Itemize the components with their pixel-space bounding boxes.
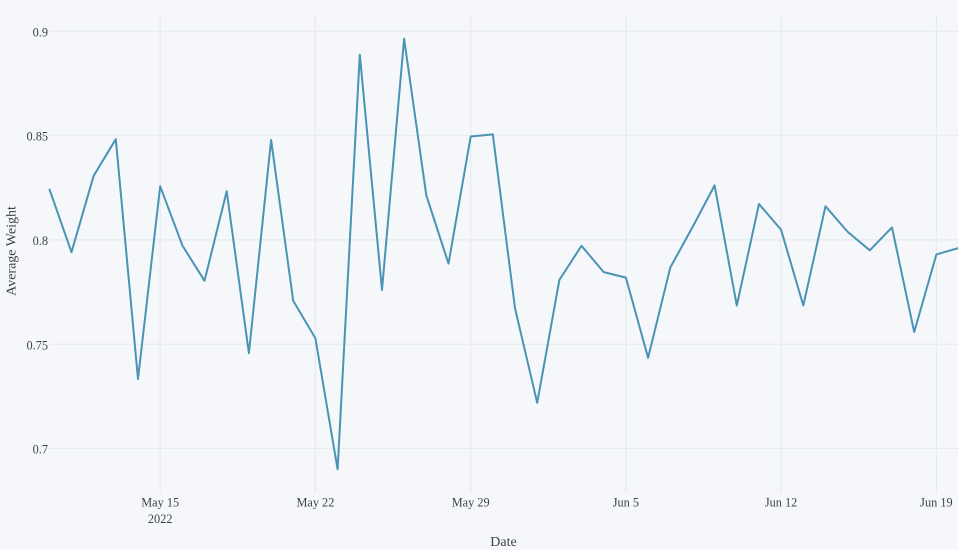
svg-text:Average Weight: Average Weight [4,206,19,296]
svg-text:0.7: 0.7 [33,443,48,457]
svg-text:Date: Date [490,535,516,550]
svg-text:May 29: May 29 [452,496,490,510]
svg-text:Jun 19: Jun 19 [920,496,952,510]
svg-text:0.8: 0.8 [33,234,48,248]
svg-text:May 22: May 22 [296,496,334,510]
svg-text:0.9: 0.9 [33,25,48,39]
svg-text:May 15: May 15 [141,496,179,510]
svg-text:Jun 5: Jun 5 [613,496,639,510]
svg-text:Jun 12: Jun 12 [765,496,797,510]
svg-text:0.75: 0.75 [26,338,48,352]
svg-text:0.85: 0.85 [26,130,48,144]
svg-text:2022: 2022 [148,512,173,526]
